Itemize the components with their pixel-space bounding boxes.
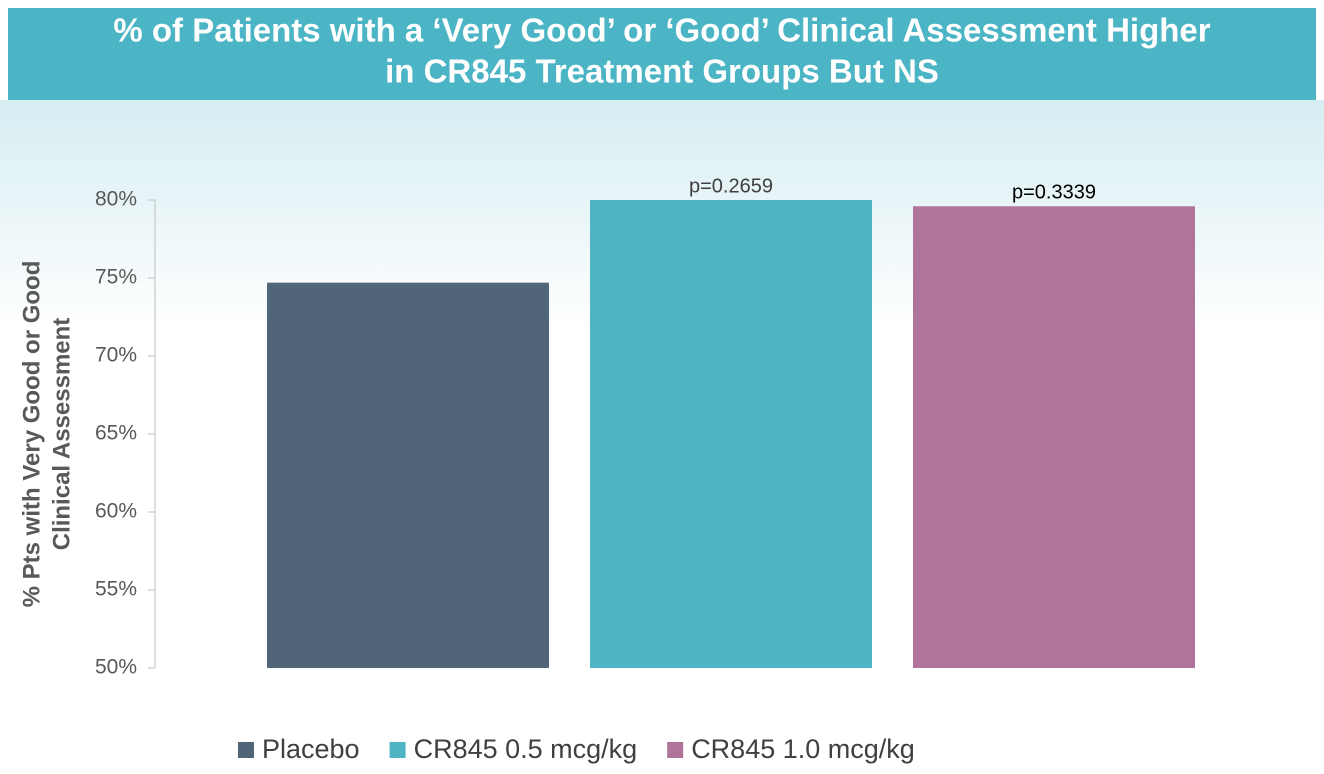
legend-label: CR845 1.0 mcg/kg	[691, 734, 915, 764]
y-tick-label: 75%	[95, 266, 137, 289]
y-tick-label: 70%	[95, 344, 137, 367]
y-axis-title: % Pts with Very Good or Good	[18, 261, 45, 608]
chart-title: % of Patients with a ‘Very Good’ or ‘Goo…	[113, 12, 1210, 49]
legend-swatch	[667, 742, 684, 758]
bar	[267, 282, 549, 668]
y-tick-label: 80%	[95, 188, 137, 211]
bar	[590, 200, 872, 668]
chart-title: in CR845 Treatment Groups But NS	[385, 53, 939, 90]
legend-swatch	[238, 742, 254, 758]
legend-label: Placebo	[262, 734, 360, 764]
y-tick-label: 50%	[95, 656, 137, 679]
annotation: p=0.3339	[1012, 182, 1096, 204]
y-tick-label: 60%	[95, 500, 137, 523]
bar	[913, 206, 1195, 669]
y-tick-label: 65%	[95, 422, 137, 445]
annotation: p=0.2659	[689, 175, 773, 197]
y-tick-label: 55%	[95, 578, 137, 601]
legend-label: CR845 0.5 mcg/kg	[414, 734, 638, 764]
title-band	[8, 8, 1316, 100]
y-axis-title: Clinical Assessment	[48, 318, 75, 551]
legend-swatch	[389, 742, 406, 758]
